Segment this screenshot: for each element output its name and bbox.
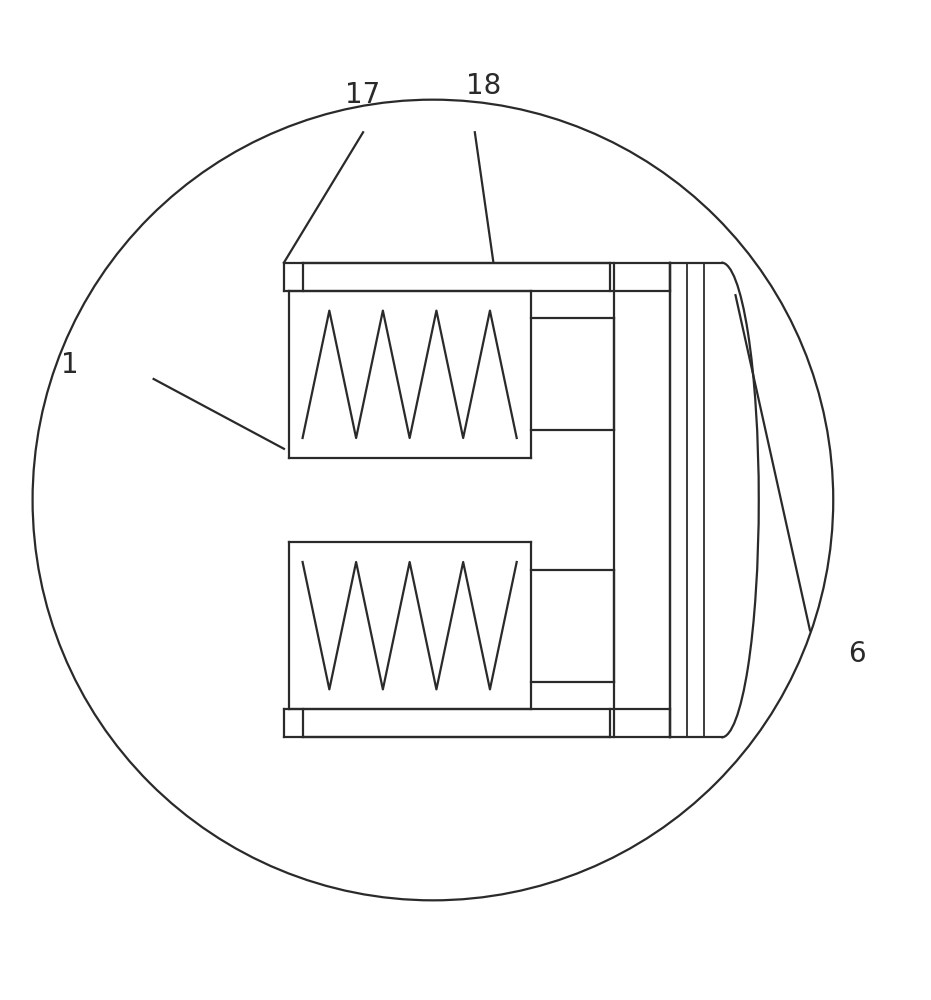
- Text: 6: 6: [848, 640, 865, 668]
- Text: 1: 1: [61, 351, 78, 379]
- Text: 17: 17: [345, 81, 381, 109]
- Text: 18: 18: [466, 72, 502, 100]
